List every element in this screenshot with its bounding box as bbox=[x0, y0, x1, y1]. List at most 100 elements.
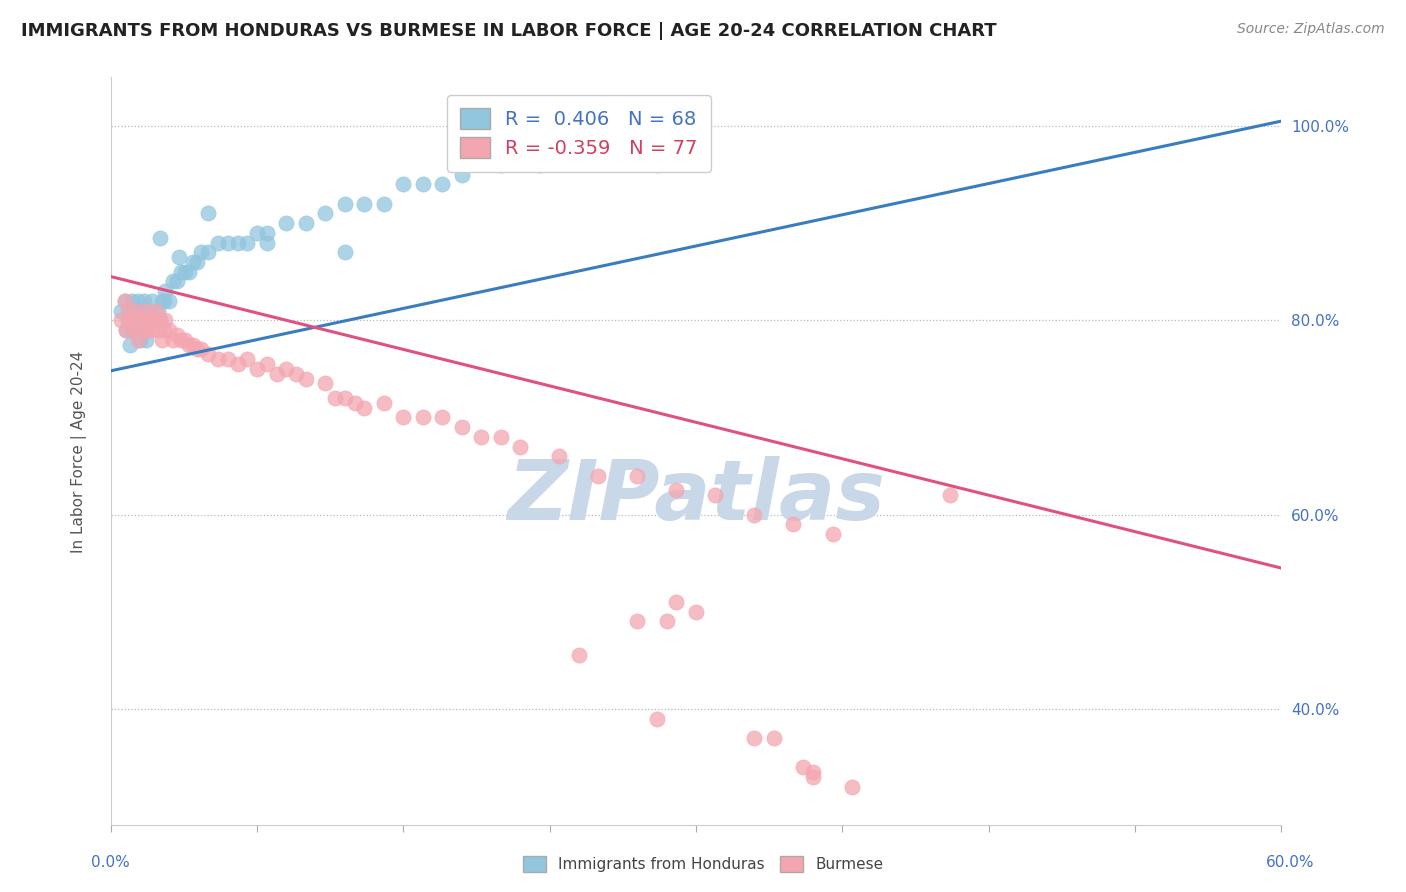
Point bbox=[432, 410, 454, 425]
Point bbox=[285, 367, 308, 381]
Point bbox=[246, 362, 269, 376]
Point bbox=[150, 333, 173, 347]
Point bbox=[157, 323, 180, 337]
Point bbox=[120, 303, 142, 318]
Point bbox=[207, 352, 229, 367]
Point bbox=[110, 303, 132, 318]
Point bbox=[207, 235, 229, 250]
Point bbox=[451, 168, 474, 182]
Point bbox=[323, 391, 346, 405]
Point bbox=[432, 178, 454, 192]
Point bbox=[568, 648, 591, 663]
Point bbox=[135, 313, 157, 327]
Point bbox=[114, 293, 136, 308]
Point bbox=[186, 255, 208, 269]
Y-axis label: In Labor Force | Age 20-24: In Labor Force | Age 20-24 bbox=[72, 351, 87, 552]
Point bbox=[529, 158, 551, 172]
Point bbox=[132, 323, 155, 337]
Point bbox=[170, 265, 193, 279]
Point bbox=[373, 396, 395, 410]
Point bbox=[333, 245, 356, 260]
Point bbox=[121, 293, 143, 308]
Point bbox=[121, 323, 143, 337]
Point bbox=[256, 357, 278, 371]
Point bbox=[665, 483, 688, 498]
Point bbox=[197, 245, 219, 260]
Point bbox=[645, 158, 668, 172]
Point bbox=[801, 770, 824, 784]
Point bbox=[246, 226, 269, 240]
Point bbox=[145, 303, 167, 318]
Point bbox=[744, 508, 766, 522]
Point bbox=[509, 440, 531, 454]
Point bbox=[186, 343, 208, 357]
Point bbox=[120, 337, 142, 351]
Point bbox=[256, 226, 278, 240]
Point bbox=[121, 313, 143, 327]
Point bbox=[333, 196, 356, 211]
Point bbox=[114, 293, 136, 308]
Point bbox=[152, 323, 174, 337]
Point bbox=[236, 235, 259, 250]
Point bbox=[801, 764, 824, 779]
Point bbox=[166, 327, 188, 342]
Text: 60.0%: 60.0% bbox=[1267, 855, 1315, 870]
Point bbox=[470, 430, 492, 444]
Point bbox=[190, 343, 212, 357]
Point bbox=[127, 333, 149, 347]
Point bbox=[295, 371, 318, 385]
Point bbox=[217, 235, 239, 250]
Point bbox=[412, 410, 434, 425]
Point bbox=[226, 357, 249, 371]
Point bbox=[174, 265, 197, 279]
Point bbox=[142, 313, 165, 327]
Point bbox=[132, 313, 155, 327]
Point bbox=[167, 250, 190, 264]
Point bbox=[135, 333, 157, 347]
Point bbox=[217, 352, 239, 367]
Legend: Immigrants from Honduras, Burmese: Immigrants from Honduras, Burmese bbox=[515, 848, 891, 880]
Point bbox=[177, 337, 200, 351]
Point bbox=[122, 313, 145, 327]
Point bbox=[314, 206, 336, 220]
Point bbox=[150, 293, 173, 308]
Point bbox=[162, 275, 184, 289]
Point bbox=[157, 293, 180, 308]
Point bbox=[146, 303, 169, 318]
Point bbox=[122, 323, 145, 337]
Point bbox=[117, 303, 139, 318]
Point bbox=[665, 595, 688, 609]
Point bbox=[120, 313, 142, 327]
Point bbox=[162, 333, 184, 347]
Point bbox=[181, 337, 204, 351]
Point bbox=[129, 323, 152, 337]
Point bbox=[125, 303, 148, 318]
Point bbox=[131, 313, 153, 327]
Point bbox=[841, 780, 863, 794]
Text: IMMIGRANTS FROM HONDURAS VS BURMESE IN LABOR FORCE | AGE 20-24 CORRELATION CHART: IMMIGRANTS FROM HONDURAS VS BURMESE IN L… bbox=[21, 22, 997, 40]
Point bbox=[655, 615, 678, 629]
Point bbox=[127, 293, 149, 308]
Point bbox=[155, 313, 177, 327]
Point bbox=[626, 615, 648, 629]
Point bbox=[129, 323, 152, 337]
Legend: R =  0.406   N = 68, R = -0.359   N = 77: R = 0.406 N = 68, R = -0.359 N = 77 bbox=[447, 95, 711, 172]
Point bbox=[626, 468, 648, 483]
Point bbox=[276, 216, 298, 230]
Point bbox=[139, 313, 162, 327]
Point bbox=[141, 323, 163, 337]
Point bbox=[938, 488, 960, 502]
Point bbox=[489, 430, 512, 444]
Point bbox=[122, 323, 145, 337]
Point bbox=[392, 410, 415, 425]
Point bbox=[392, 178, 415, 192]
Point bbox=[451, 420, 474, 434]
Point bbox=[412, 178, 434, 192]
Point bbox=[149, 313, 172, 327]
Point bbox=[142, 313, 165, 327]
Point bbox=[131, 303, 153, 318]
Point bbox=[343, 396, 366, 410]
Point bbox=[588, 148, 610, 162]
Point bbox=[373, 196, 395, 211]
Point bbox=[782, 517, 804, 532]
